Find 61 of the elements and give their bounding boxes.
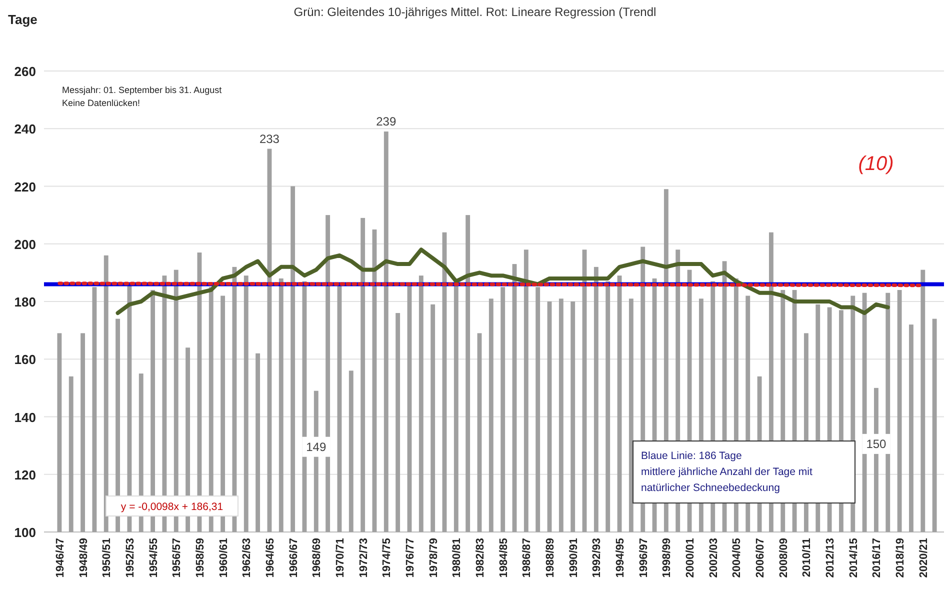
- x-tick-label: 1948/49: [78, 538, 90, 578]
- x-tick-label: 1972/73: [358, 538, 370, 578]
- x-tick-label: 2012/13: [824, 538, 837, 578]
- x-tick-label: 2020/21: [918, 538, 930, 578]
- x-tick-label: 2010/11: [801, 538, 814, 578]
- x-tick-label: 2006/07: [754, 538, 767, 578]
- data-label: 149: [306, 440, 326, 454]
- x-tick-label: 2002/03: [708, 538, 720, 578]
- x-tick-label: 1996/97: [638, 538, 650, 578]
- y-tick-label: 160: [14, 352, 36, 368]
- annotation: Messjahr: 01. September bis 31. August: [62, 85, 222, 95]
- x-tick-label: 1998/99: [661, 538, 674, 578]
- annotation: (10): [858, 153, 894, 175]
- x-tick-label: 2008/09: [778, 538, 790, 578]
- x-tick-label: 1978/79: [428, 538, 440, 578]
- annotation: Blaue Linie: 186 Tage mittlere jährliche Anzahl der Tage mit natürlicher Schneebedeckung: [641, 450, 812, 494]
- x-tick-label: 1960/61: [218, 538, 230, 578]
- x-tick-label: 2016/17: [871, 538, 884, 578]
- data-label: 233: [259, 132, 280, 146]
- y-tick-label: 260: [14, 64, 36, 79]
- y-tick-label: 240: [14, 122, 36, 137]
- x-tick-label: 1962/63: [241, 538, 254, 578]
- x-tick-label: 1982/83: [474, 538, 486, 578]
- line-series: [116, 248, 890, 316]
- x-tick-label: 2000/01: [684, 538, 697, 578]
- x-tick-label: 1952/53: [124, 538, 136, 578]
- chart-title: Grün: Gleitendes 10-jähriges Mittel. Rot: Lineare Regression (Trendl: [294, 5, 656, 19]
- x-tick-label: 1970/71: [334, 538, 346, 578]
- x-tick-label: 1992/93: [591, 538, 604, 578]
- x-tick-label: 1990/91: [568, 538, 580, 578]
- x-tick-label: 1974/75: [381, 538, 394, 578]
- data-label: 150: [866, 436, 887, 451]
- x-tick-label: 1984/85: [498, 538, 510, 578]
- x-tick-label: 1968/69: [311, 538, 324, 578]
- x-tick-label: 1986/87: [521, 538, 534, 578]
- x-tick-label: 1946/47: [54, 538, 66, 578]
- annotation: Keine Datenlücken!: [62, 98, 140, 108]
- x-tick-label: 1956/57: [171, 538, 184, 578]
- x-tick-label: 1950/51: [101, 538, 114, 578]
- text-box: y = -0,0098x + 186,31: [106, 496, 238, 516]
- x-tick-label: 2018/19: [894, 538, 907, 578]
- x-tick-label: 1988/89: [544, 538, 557, 578]
- y-tick-label: 100: [14, 525, 36, 540]
- text-box: Blaue Linie: 186 Tage mittlere jährliche Anzahl der Tage mit natürlicher Schneebedeckung: [632, 440, 856, 504]
- y-tick-label: 120: [14, 467, 36, 482]
- y-tick-label: 200: [14, 236, 36, 252]
- x-tick-label: 1976/77: [404, 538, 416, 578]
- x-tick-label: 2004/05: [731, 538, 744, 578]
- y-tick-label: 140: [14, 410, 36, 425]
- x-tick-label: 1980/81: [451, 538, 464, 578]
- y-tick-label: 180: [14, 294, 36, 310]
- x-tick-label: 1958/59: [194, 538, 206, 578]
- x-tick-label: 1954/55: [148, 538, 160, 578]
- data-label: 239: [376, 114, 396, 129]
- y-tick-label: 220: [14, 179, 36, 194]
- annotation: y = -0,0098x + 186,31: [120, 501, 224, 513]
- x-tick-label: 1966/67: [288, 538, 300, 578]
- x-tick-label: 2014/15: [848, 538, 860, 578]
- x-tick-label: 1964/65: [264, 538, 276, 578]
- y-axis-title: Tage: [8, 12, 38, 27]
- x-tick-label: 1994/95: [614, 538, 627, 578]
